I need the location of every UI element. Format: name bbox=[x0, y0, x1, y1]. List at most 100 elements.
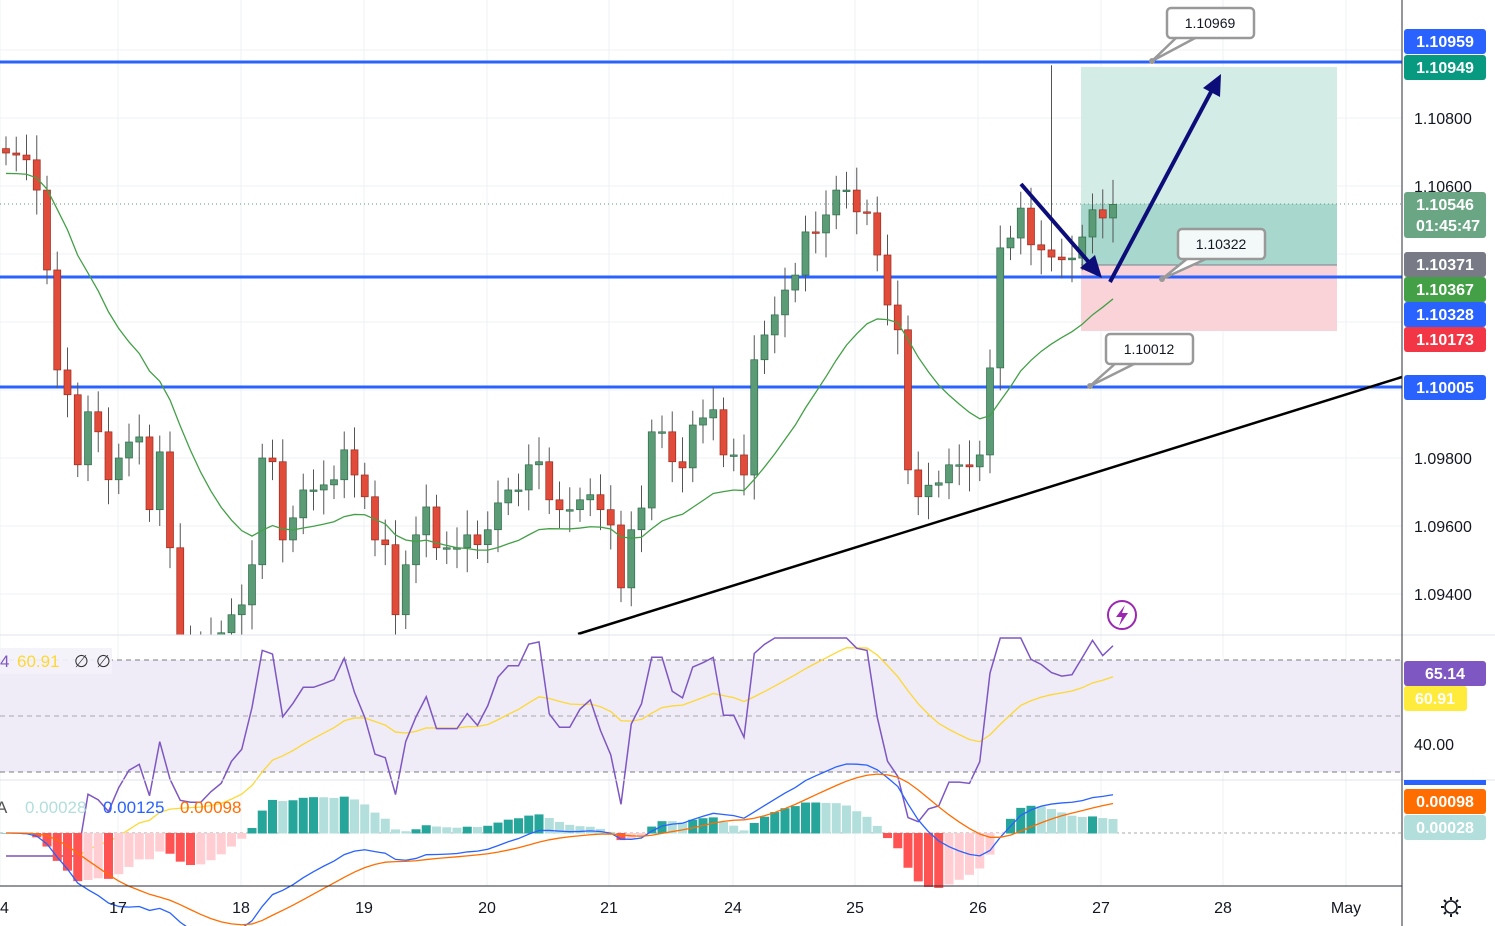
macd-histogram-bar bbox=[462, 826, 472, 834]
candle-down bbox=[73, 382, 82, 478]
candle-up bbox=[237, 584, 246, 635]
macd-line bbox=[5, 763, 1114, 926]
support-mid-price-label: 1.10328 bbox=[1404, 302, 1486, 327]
candle-down bbox=[678, 437, 687, 493]
candle-up bbox=[1088, 193, 1097, 254]
lightning-icon[interactable] bbox=[1107, 600, 1137, 630]
macd-histogram-bar bbox=[421, 825, 431, 834]
time-tick-label: 17 bbox=[109, 900, 127, 917]
macd-histogram-bar bbox=[524, 815, 534, 834]
candle-down bbox=[965, 440, 974, 492]
macd-histogram-bar bbox=[32, 833, 42, 838]
macd-legend-signal: 0.00098 bbox=[180, 798, 241, 817]
macd-histogram-bar bbox=[452, 827, 462, 834]
price-callout[interactable]: 1.10969 bbox=[1149, 6, 1256, 64]
macd-histogram-bar bbox=[114, 833, 124, 875]
loss-zone[interactable] bbox=[1081, 265, 1337, 331]
price-axis[interactable]: 1.10800 1.10600 1.09800 1.09600 1.09400 40.00 bbox=[1414, 111, 1472, 754]
macd-histogram-bar bbox=[1108, 819, 1118, 834]
svg-text:60.91: 60.91 bbox=[1415, 691, 1455, 708]
candle-down bbox=[176, 523, 185, 635]
macd-histogram-bar bbox=[278, 801, 288, 834]
macd-histogram-bar bbox=[124, 833, 134, 867]
candle-up bbox=[248, 540, 256, 630]
macd-histogram-bar bbox=[934, 833, 944, 888]
long-position-tool[interactable] bbox=[1081, 67, 1337, 331]
macd-histogram-bar bbox=[872, 825, 882, 834]
candle-down bbox=[740, 434, 748, 496]
macd-histogram-bar bbox=[175, 833, 185, 862]
candle-up bbox=[494, 480, 502, 553]
candle-up bbox=[576, 487, 584, 522]
candle-up bbox=[637, 485, 646, 553]
macd-histogram-bar bbox=[657, 821, 667, 834]
macd-histogram-bar bbox=[155, 833, 165, 852]
macd-histogram-bar bbox=[370, 812, 380, 834]
candle-up bbox=[463, 510, 472, 573]
time-tick-label: May bbox=[1331, 900, 1361, 917]
settings-gear-icon[interactable] bbox=[1441, 897, 1461, 917]
candle-up bbox=[330, 465, 338, 500]
candle-down bbox=[904, 315, 912, 485]
candle-down bbox=[1098, 189, 1107, 239]
candle-down bbox=[32, 135, 41, 215]
macd-histogram-bar bbox=[1057, 812, 1067, 834]
macd-histogram-bar bbox=[52, 833, 62, 861]
price-callout[interactable]: 1.10012 bbox=[1087, 332, 1195, 389]
candle-down bbox=[278, 439, 287, 563]
svg-text:01:45:47: 01:45:47 bbox=[1416, 218, 1480, 235]
svg-text:1.10959: 1.10959 bbox=[1416, 34, 1474, 51]
macd-histogram-bar bbox=[165, 833, 175, 854]
candle-down bbox=[914, 451, 923, 516]
macd-histogram-bar bbox=[206, 833, 216, 861]
candle-up bbox=[729, 438, 738, 472]
candle-up bbox=[842, 171, 851, 209]
macd-histogram-bar bbox=[780, 808, 790, 834]
candle-up bbox=[340, 431, 349, 499]
time-axis[interactable]: 4 17 18 19 20 21 24 25 26 27 28 May bbox=[0, 900, 1361, 917]
price-tick-label: 1.09800 bbox=[1414, 451, 1472, 468]
candle-down bbox=[719, 397, 728, 468]
candle-up bbox=[483, 511, 492, 564]
candle-up bbox=[586, 478, 595, 517]
rsi-value-label: 65.14 bbox=[1404, 661, 1486, 686]
macd-histogram-bar bbox=[329, 797, 339, 834]
time-tick-label: 28 bbox=[1214, 900, 1232, 917]
macd-histogram-bar bbox=[227, 833, 236, 847]
macd-histogram-bar bbox=[678, 822, 687, 834]
candles bbox=[2, 65, 1117, 635]
candle-down bbox=[1047, 65, 1056, 272]
arrow-down[interactable] bbox=[1019, 182, 1102, 278]
trendline[interactable] bbox=[577, 375, 1403, 636]
arrow-up[interactable] bbox=[1108, 74, 1221, 283]
macd-histogram-bar bbox=[1098, 818, 1108, 834]
macd-histogram-bar bbox=[104, 833, 113, 879]
candle-down bbox=[1027, 187, 1035, 266]
macd-histogram-bar bbox=[985, 833, 995, 855]
last-price-label: 1.10546 01:45:47 bbox=[1404, 192, 1486, 238]
macd-histogram-bar bbox=[637, 833, 646, 837]
candle-up bbox=[699, 399, 707, 444]
macd-histogram-bar bbox=[760, 816, 769, 834]
macd-histogram-bar bbox=[842, 805, 851, 834]
rsi-ma-line bbox=[6, 647, 1114, 857]
macd-histogram-bar bbox=[432, 826, 441, 834]
time-tick-label: 27 bbox=[1092, 900, 1110, 917]
candle-up bbox=[750, 335, 759, 500]
macd-histogram-bar bbox=[1067, 815, 1077, 834]
candle-down bbox=[1057, 238, 1066, 279]
candle-up bbox=[309, 469, 318, 511]
candle-up bbox=[401, 550, 410, 630]
candle-up bbox=[832, 175, 841, 230]
candle-down bbox=[555, 481, 564, 529]
macd-histogram-bar bbox=[565, 824, 575, 834]
macd-histogram-bar bbox=[83, 833, 93, 880]
price-callout[interactable]: 1.10322 bbox=[1159, 227, 1267, 282]
macd-histogram-bar bbox=[134, 833, 144, 860]
macd-histogram-bar bbox=[852, 811, 862, 834]
candle-up bbox=[647, 419, 656, 521]
macd-histogram-bar bbox=[954, 833, 964, 880]
macd-histogram-bar bbox=[688, 819, 698, 834]
candle-down bbox=[166, 431, 174, 569]
